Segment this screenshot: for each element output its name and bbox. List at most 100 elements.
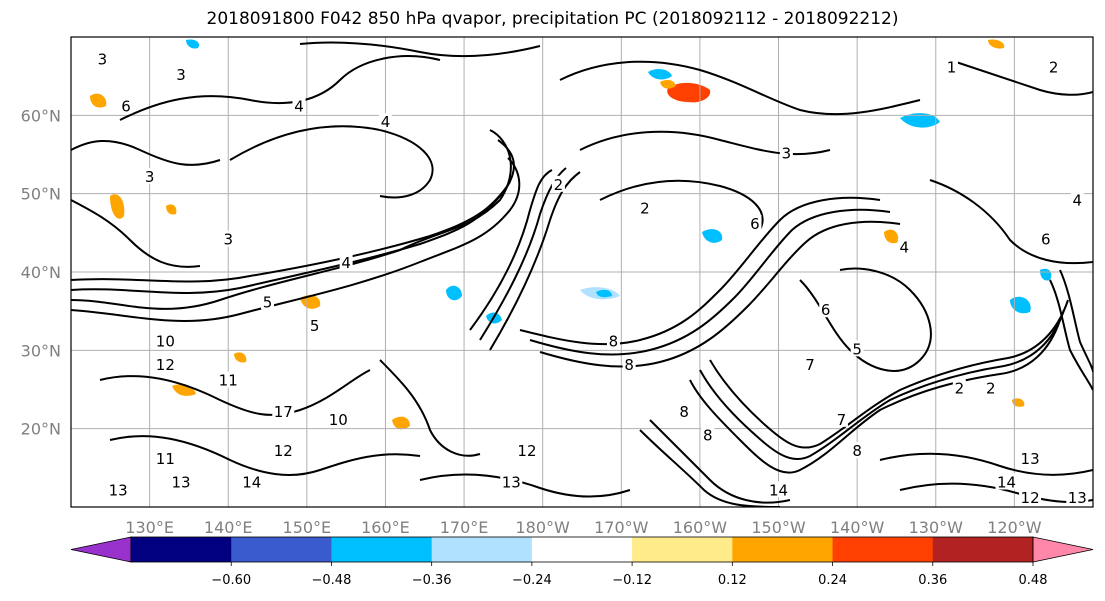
contour-label-bg bbox=[119, 97, 133, 114]
colorbar-tick-label: −0.12 bbox=[612, 573, 652, 588]
lon-tick-label: 130°W bbox=[909, 518, 964, 537]
lon-tick-label: 150°E bbox=[283, 518, 332, 537]
contour-value-label: 4 bbox=[381, 113, 391, 131]
contour-value-label: 8 bbox=[624, 356, 634, 374]
colorbar-segment bbox=[131, 537, 232, 562]
contour-label-bg bbox=[154, 450, 177, 466]
contour-label-bg bbox=[897, 238, 911, 255]
colorbar-segment bbox=[932, 537, 1034, 562]
contour-value-label: 14 bbox=[242, 474, 261, 492]
contour-value-label: 2 bbox=[640, 199, 650, 217]
contour-label-bg bbox=[1066, 489, 1089, 506]
contour-label-bg bbox=[984, 379, 998, 396]
precip-patch-positive bbox=[660, 79, 676, 89]
contour-label-bg bbox=[1070, 191, 1084, 208]
contour-value-label: 6 bbox=[750, 215, 760, 233]
contour-line bbox=[229, 125, 434, 199]
colorbar-segment bbox=[632, 537, 733, 562]
lat-tick-label: 20°N bbox=[21, 420, 61, 439]
contour-label-bg bbox=[272, 403, 295, 419]
contour-label-bg bbox=[677, 403, 691, 419]
precip-patch-negative bbox=[186, 39, 200, 49]
contour-line bbox=[99, 369, 371, 416]
colorbar-segment bbox=[231, 537, 332, 562]
colorbar-segment bbox=[531, 537, 633, 562]
contour-value-label: 12 bbox=[156, 356, 175, 374]
contour-line bbox=[489, 171, 581, 351]
lon-tick-label: 130°E bbox=[125, 518, 174, 537]
precip-patch-positive bbox=[166, 204, 177, 215]
contour-label-bg bbox=[327, 410, 350, 427]
lat-tick-label: 50°N bbox=[21, 185, 61, 204]
contour-label-bg bbox=[272, 442, 295, 459]
contour-label-bg bbox=[378, 113, 392, 130]
contour-label-bg bbox=[819, 301, 833, 318]
contour-line bbox=[519, 196, 881, 346]
contour-value-label: 5 bbox=[263, 293, 273, 311]
contour-value-label: 4 bbox=[1073, 192, 1083, 210]
contour-line bbox=[929, 179, 1093, 265]
contour-value-label: 4 bbox=[900, 239, 910, 257]
contour-value-label: 8 bbox=[609, 333, 619, 351]
contour-value-label: 13 bbox=[109, 481, 128, 499]
contour-line bbox=[71, 199, 201, 268]
contour-line bbox=[689, 319, 1061, 474]
contour-label-bg bbox=[174, 66, 188, 83]
contour-value-label: 2 bbox=[955, 380, 965, 398]
lon-tick-label: 160°E bbox=[361, 518, 410, 537]
contour-value-label: 12 bbox=[274, 442, 293, 460]
lon-tick-label: 170°E bbox=[440, 518, 489, 537]
contour-label-bg bbox=[261, 293, 275, 310]
contour-line bbox=[559, 60, 921, 116]
contour-label-bg bbox=[143, 168, 157, 184]
contour-value-label: 2 bbox=[1049, 58, 1059, 76]
colorbar-tick-label: 0.48 bbox=[1019, 573, 1048, 588]
contour-value-label: 10 bbox=[156, 333, 175, 351]
contour-label-bg bbox=[1039, 230, 1053, 247]
map-title: 2018091800 F042 850 hPa qvapor, precipit… bbox=[206, 9, 899, 29]
contour-label-bg bbox=[748, 215, 762, 231]
contour-value-label: 2 bbox=[986, 380, 996, 398]
contour-label-bg bbox=[606, 332, 620, 349]
colorbar-under-arrow bbox=[70, 536, 132, 563]
contour-value-label: 4 bbox=[294, 98, 304, 116]
contour-value-label: 11 bbox=[219, 372, 238, 390]
contour-line bbox=[649, 419, 791, 504]
contour-value-label: 3 bbox=[176, 66, 186, 84]
lon-tick-label: 180°W bbox=[516, 518, 571, 537]
contour-label-bg bbox=[154, 332, 177, 349]
contour-value-label: 11 bbox=[156, 450, 175, 468]
contour-value-label: 6 bbox=[121, 98, 131, 116]
colorbar-tick-label: 0.36 bbox=[918, 573, 947, 588]
contour-label-bg bbox=[217, 371, 240, 388]
contour-label-bg bbox=[944, 58, 958, 75]
contour-line bbox=[539, 220, 901, 368]
contour-label-bg bbox=[779, 144, 793, 161]
colorbar-segment bbox=[431, 537, 533, 562]
contour-value-label: 7 bbox=[837, 411, 847, 429]
contour-label-bg bbox=[221, 230, 235, 247]
precip-patch-positive bbox=[988, 39, 1005, 49]
contour-label-bg bbox=[850, 442, 864, 459]
contour-value-label: 5 bbox=[310, 317, 320, 335]
precip-patch-negative bbox=[648, 69, 672, 80]
contour-value-label: 3 bbox=[98, 51, 108, 69]
contour-value-label: 6 bbox=[821, 301, 831, 319]
colorbar-outline bbox=[130, 536, 1034, 563]
contour-label-bg bbox=[170, 473, 193, 490]
precip-patch-positive bbox=[234, 352, 247, 363]
contour-label-bg bbox=[308, 316, 322, 333]
precip-patch-positive bbox=[110, 194, 125, 219]
contour-line bbox=[639, 429, 781, 507]
lon-tick-label: 140°W bbox=[830, 518, 885, 537]
contour-line bbox=[799, 267, 932, 372]
colorbar-segment bbox=[331, 537, 433, 562]
contour-value-label: 13 bbox=[172, 474, 191, 492]
precip-patch-negative bbox=[900, 113, 940, 128]
contour-value-label: 13 bbox=[1068, 489, 1087, 507]
contour-line bbox=[71, 157, 521, 322]
contour-value-label: 12 bbox=[1021, 489, 1040, 507]
contour-label-bg bbox=[952, 379, 966, 396]
contour-label-bg bbox=[803, 356, 817, 372]
